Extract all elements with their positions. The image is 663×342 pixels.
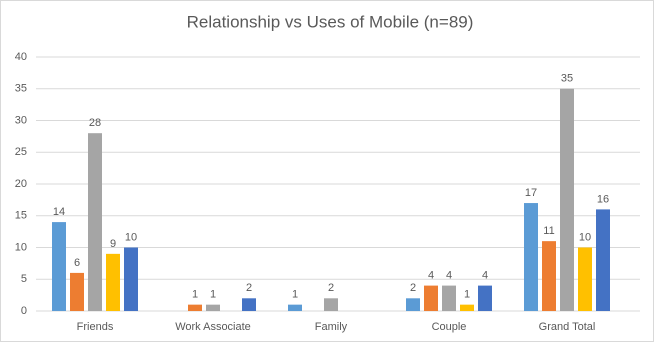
value-label: 14 xyxy=(53,206,65,218)
bar xyxy=(578,247,592,311)
value-label: 28 xyxy=(89,117,101,129)
bar xyxy=(324,298,338,311)
value-label: 1 xyxy=(292,289,298,301)
x-tick-label: Couple xyxy=(432,321,467,333)
y-tick-label: 0 xyxy=(21,305,27,317)
bar xyxy=(124,247,138,311)
value-label: 6 xyxy=(74,257,80,269)
value-label: 1 xyxy=(192,289,198,301)
y-tick-label: 30 xyxy=(15,114,27,126)
value-label: 9 xyxy=(110,238,116,250)
value-label: 4 xyxy=(482,270,488,282)
x-tick-label: Family xyxy=(315,321,348,333)
chart-title: Relationship vs Uses of Mobile (n=89) xyxy=(187,12,474,31)
value-label: 10 xyxy=(125,231,137,243)
value-label: 1 xyxy=(464,289,470,301)
y-tick-label: 35 xyxy=(15,83,27,95)
bar xyxy=(206,304,220,311)
value-label: 1 xyxy=(210,289,216,301)
bar xyxy=(478,285,492,311)
bar xyxy=(242,298,256,311)
bar xyxy=(52,222,66,311)
y-tick-label: 10 xyxy=(15,241,27,253)
bar xyxy=(406,298,420,311)
value-label: 2 xyxy=(410,282,416,294)
y-tick-label: 15 xyxy=(15,210,27,222)
bar xyxy=(524,203,538,311)
y-tick-label: 25 xyxy=(15,146,27,158)
bar xyxy=(88,133,102,311)
bar xyxy=(70,272,84,311)
value-label: 35 xyxy=(561,73,573,85)
x-tick-label: Grand Total xyxy=(539,321,596,333)
bar xyxy=(424,285,438,311)
bar xyxy=(106,253,120,311)
value-label: 17 xyxy=(525,187,537,199)
value-label: 4 xyxy=(446,270,452,282)
value-label: 4 xyxy=(428,270,434,282)
y-tick-label: 40 xyxy=(15,51,27,63)
bar xyxy=(288,304,302,311)
value-label: 2 xyxy=(328,282,334,294)
bar xyxy=(542,241,556,311)
y-tick-label: 20 xyxy=(15,178,27,190)
x-tick-label: Work Associate xyxy=(175,321,251,333)
bar xyxy=(460,304,474,311)
value-label: 10 xyxy=(579,231,591,243)
bar xyxy=(560,88,574,311)
bar xyxy=(188,304,202,311)
value-label: 11 xyxy=(543,225,554,237)
bar xyxy=(596,209,610,311)
x-tick-label: Friends xyxy=(77,321,114,333)
bar xyxy=(442,285,456,311)
value-label: 2 xyxy=(246,282,252,294)
y-tick-label: 5 xyxy=(21,273,27,285)
value-label: 16 xyxy=(597,193,609,205)
